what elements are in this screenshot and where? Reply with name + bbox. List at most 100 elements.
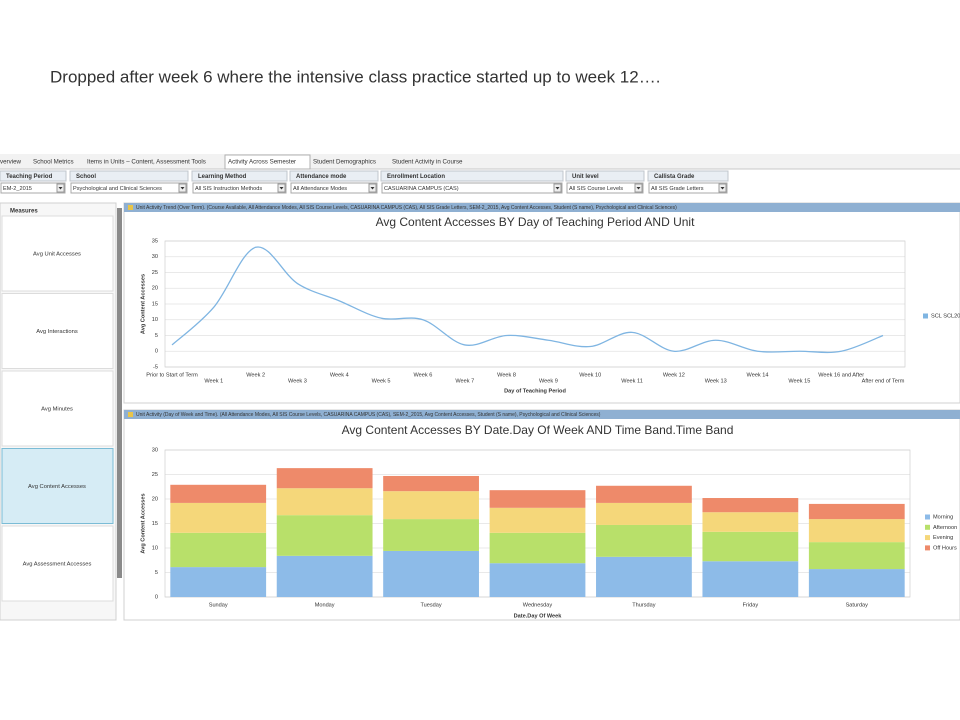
filter-value[interactable]: All SIS Instruction Methods xyxy=(195,186,262,192)
tab-label[interactable]: School Metrics xyxy=(33,159,74,166)
legend-swatch xyxy=(925,545,930,551)
legend-swatch xyxy=(925,524,930,530)
filter-value[interactable]: EM-2_2015 xyxy=(3,186,32,192)
filter-dropdown[interactable] xyxy=(566,182,644,194)
filter-header xyxy=(647,170,729,182)
dropdown-arrow xyxy=(370,187,375,190)
filter-value[interactable]: Psychological and Clinical Sciences xyxy=(73,186,162,192)
bar-segment xyxy=(170,484,267,503)
measure-button[interactable] xyxy=(1,525,114,602)
dropdown-arrow xyxy=(180,187,185,190)
filter-value[interactable]: CASUARINA CAMPUS (CAS) xyxy=(384,186,459,192)
filter-value[interactable]: All SIS Grade Letters xyxy=(651,186,704,192)
x-tick-label: Week 8 xyxy=(497,372,516,378)
x-tick-label: Week 14 xyxy=(747,372,769,378)
x-tick-label: Week 10 xyxy=(579,372,601,378)
tab-label[interactable]: Student Demographics xyxy=(313,159,376,166)
dropdown-arrow xyxy=(720,187,725,190)
y-tick-label: 0 xyxy=(155,594,158,600)
y-tick-label: 5 xyxy=(155,333,158,339)
tab-label[interactable]: Items in Units – Content, Assessment Too… xyxy=(87,159,206,166)
filter-label: Callista Grade xyxy=(654,174,695,180)
tab-active[interactable] xyxy=(224,154,311,170)
legend-label: Off Hours xyxy=(933,545,957,551)
chart-title: Avg Content Accesses BY Date.Day Of Week… xyxy=(342,423,734,437)
bar-segment xyxy=(596,485,692,503)
y-tick-label: -5 xyxy=(153,364,158,370)
chart-header: Unit Activity Trend (Over Term). (Course… xyxy=(136,205,677,211)
filter-dropdown[interactable] xyxy=(0,182,66,194)
chart-panel xyxy=(123,202,960,404)
bar-segment xyxy=(170,567,267,597)
filter-value[interactable]: All Attendance Modes xyxy=(293,186,347,192)
chart-header-bar xyxy=(124,203,960,212)
bar-segment xyxy=(276,555,373,597)
x-tick-label: Sunday xyxy=(209,602,228,608)
x-tick-label: Saturday xyxy=(846,602,869,608)
filter-dropdown[interactable] xyxy=(290,182,378,194)
bar-segment xyxy=(489,532,586,564)
x-tick-label: Wednesday xyxy=(523,602,553,608)
measure-label[interactable]: Avg Assessment Accesses xyxy=(23,562,92,568)
filter-header xyxy=(565,170,645,182)
filter-dropdown[interactable] xyxy=(192,182,287,194)
measure-button[interactable] xyxy=(1,370,114,447)
measure-button[interactable] xyxy=(1,448,114,524)
filter-value[interactable]: All SIS Course Levels xyxy=(569,186,623,192)
bar-segment xyxy=(702,531,799,562)
bar-segment xyxy=(702,498,799,513)
tab-label[interactable]: verview xyxy=(0,159,22,166)
bar-segment xyxy=(808,519,905,543)
bar-segment xyxy=(702,512,799,532)
bar-segment xyxy=(489,507,586,533)
tab-label[interactable]: Student Activity in Course xyxy=(392,159,463,166)
filter-header xyxy=(380,170,564,182)
x-tick-label: After end of Term xyxy=(862,378,905,384)
legend-swatch xyxy=(925,535,930,541)
filter-header xyxy=(191,170,288,182)
x-tick-label: Friday xyxy=(743,602,759,608)
x-tick-label: Week 7 xyxy=(455,378,474,384)
filter-header xyxy=(0,170,67,182)
x-tick-label: Prior to Start of Term xyxy=(146,372,198,378)
y-tick-label: 25 xyxy=(152,270,158,276)
x-tick-label: Week 2 xyxy=(246,372,265,378)
dropdown-arrow xyxy=(279,187,284,190)
x-tick-label: Week 11 xyxy=(621,378,643,384)
chart-icon xyxy=(128,205,133,210)
y-axis-title: Avg Content Accesses xyxy=(140,493,146,553)
y-tick-label: 5 xyxy=(155,570,158,576)
x-tick-label: Week 4 xyxy=(330,372,349,378)
bar-segment xyxy=(276,515,373,556)
y-tick-label: 30 xyxy=(152,254,158,260)
y-tick-label: 15 xyxy=(152,301,158,307)
measure-label[interactable]: Avg Unit Accesses xyxy=(33,252,81,258)
chart-icon xyxy=(128,412,133,417)
dropdown-arrow xyxy=(636,187,641,190)
measure-label[interactable]: Avg Interactions xyxy=(36,329,78,335)
dropdown-arrow xyxy=(58,187,63,190)
measures-title: Measures xyxy=(10,209,38,215)
scrollbar xyxy=(117,208,122,578)
bar-segment xyxy=(702,561,799,597)
filter-dropdown[interactable] xyxy=(70,182,188,194)
x-tick-label: Week 13 xyxy=(705,378,727,384)
x-tick-label: Week 5 xyxy=(372,378,391,384)
bar-segment xyxy=(383,491,479,520)
x-tick-label: Week 6 xyxy=(414,372,433,378)
filter-dropdown[interactable] xyxy=(381,182,563,194)
measure-button[interactable] xyxy=(1,215,114,292)
bar-segment xyxy=(383,550,479,597)
y-tick-label: 20 xyxy=(152,496,158,502)
bar-segment xyxy=(276,468,373,489)
legend-label: Morning xyxy=(933,514,953,520)
measure-button[interactable] xyxy=(1,293,114,369)
tab-label[interactable]: Activity Across Semester xyxy=(228,159,296,166)
measure-label[interactable]: Avg Content Accesses xyxy=(28,484,86,490)
bar-segment xyxy=(596,502,692,525)
filter-header xyxy=(69,170,189,182)
filter-dropdown[interactable] xyxy=(648,182,728,194)
legend-label: Evening xyxy=(933,535,953,541)
filter-label: Unit level xyxy=(572,174,599,180)
measure-label[interactable]: Avg Minutes xyxy=(41,407,73,413)
